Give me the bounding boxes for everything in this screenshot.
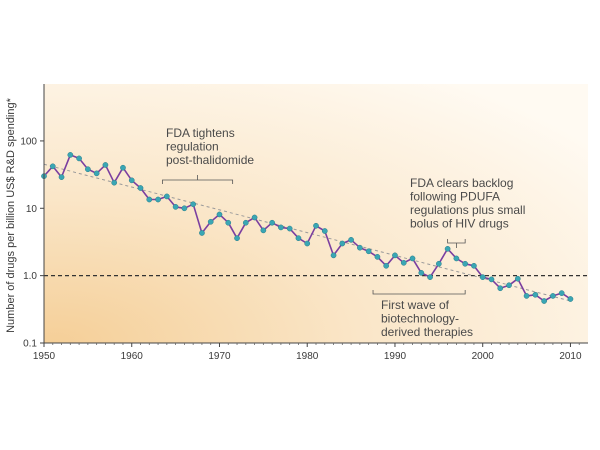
- annotation-2-line: FDA clears backlog: [410, 176, 513, 190]
- annotation-1-line: regulation: [166, 140, 219, 154]
- data-point: [155, 196, 161, 203]
- data-point: [146, 196, 153, 203]
- data-point: [313, 222, 319, 229]
- data-point: [400, 259, 407, 266]
- y-axis-title: Number of drugs per billion US$ R&D spen…: [5, 97, 17, 333]
- data-point: [234, 235, 240, 242]
- data-point: [418, 270, 425, 276]
- data-point: [383, 262, 390, 269]
- annotation-3-line: derived therapies: [381, 325, 473, 339]
- y-tick-label: 100: [20, 136, 37, 147]
- trend-line: [43, 163, 571, 302]
- data-point: [374, 254, 381, 260]
- data-point: [365, 248, 372, 255]
- data-point: [225, 219, 232, 226]
- x-tick-label: 2000: [472, 351, 495, 362]
- annotation-2-line: bolus of HIV drugs: [410, 217, 509, 231]
- data-point: [128, 177, 135, 184]
- data-point: [532, 291, 539, 298]
- data-point: [523, 293, 530, 299]
- annotation-2-line: regulations plus small: [410, 203, 525, 217]
- data-point: [444, 245, 451, 252]
- data-point: [207, 218, 214, 225]
- data-point: [93, 170, 100, 177]
- data-point: [304, 240, 311, 247]
- data-point: [471, 262, 477, 269]
- data-point: [85, 166, 91, 173]
- data-point: [216, 211, 223, 218]
- x-tick-label: 1960: [121, 351, 144, 362]
- data-point: [321, 228, 328, 234]
- data-point: [181, 205, 188, 212]
- data-point: [163, 193, 170, 200]
- data-point: [497, 285, 504, 292]
- annotation-3-line: biotechnology-: [381, 312, 459, 326]
- annotation-3-line: First wave of: [381, 298, 450, 312]
- data-point: [260, 227, 267, 234]
- data-point: [357, 244, 363, 251]
- data-point: [242, 219, 249, 226]
- data-point: [409, 255, 416, 262]
- data-point: [541, 298, 547, 304]
- data-point: [488, 276, 495, 283]
- annotation-3-bracket: [372, 290, 466, 295]
- data-point: [479, 274, 486, 280]
- data-point: [506, 282, 512, 289]
- y-tick-label: 10: [26, 204, 38, 215]
- x-tick-label: 2010: [559, 351, 582, 362]
- x-tick-label: 1980: [296, 351, 319, 362]
- x-tick-label: 1970: [208, 351, 231, 362]
- data-point: [567, 296, 574, 302]
- y-tick-label: 0.1: [23, 339, 37, 350]
- annotation-1-line: post-thalidomide: [166, 153, 254, 167]
- data-point: [251, 214, 258, 221]
- data-point: [558, 290, 565, 296]
- data-point: [392, 252, 398, 259]
- data-point: [172, 204, 179, 210]
- data-point: [269, 219, 275, 226]
- data-point: [462, 260, 469, 267]
- data-point: [190, 201, 197, 208]
- x-tick-label: 1950: [33, 351, 56, 362]
- data-point: [295, 235, 302, 242]
- data-point: [435, 260, 442, 267]
- data-point: [137, 185, 144, 191]
- data-point: [427, 274, 433, 280]
- data-point: [514, 275, 521, 282]
- data-point: [58, 174, 65, 180]
- data-point: [286, 225, 293, 232]
- annotation-1-line: FDA tightens: [166, 126, 235, 140]
- data-point: [453, 255, 460, 262]
- y-tick-label: 1.0: [23, 271, 37, 282]
- data-point: [111, 179, 118, 186]
- x-tick-label: 1990: [384, 351, 407, 362]
- plot-background: [44, 84, 588, 343]
- data-point: [102, 162, 109, 168]
- annotation-2-line: following PDUFA: [410, 190, 500, 204]
- data-point: [550, 293, 556, 299]
- data-point: [49, 163, 56, 170]
- data-point: [330, 252, 337, 259]
- data-point: [76, 155, 82, 162]
- data-point: [199, 230, 205, 236]
- data-point: [339, 240, 346, 247]
- data-point: [348, 236, 354, 243]
- data-point: [67, 152, 74, 158]
- data-point: [278, 224, 284, 231]
- data-point: [120, 164, 126, 171]
